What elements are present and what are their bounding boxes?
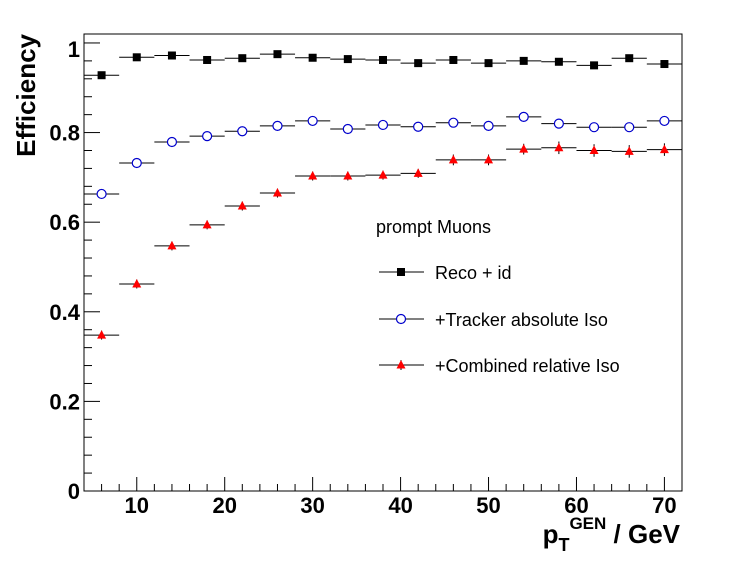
data-point [483,120,494,131]
data-point [379,55,387,64]
x-axis-title-rest: / GeV [606,519,680,549]
data-point [237,201,247,210]
x-tick-label: 70 [652,493,676,518]
data-point [96,188,107,200]
x-axis-title: pTGEN / GeV [543,514,681,555]
x-tick-label: 10 [125,493,149,518]
legend-entry: +Combined relative Iso [379,356,620,376]
legend-marker [395,313,407,325]
x-tick-label: 40 [388,493,412,518]
data-point [237,126,248,137]
data-point [308,171,318,180]
legend-label: Reco + id [435,263,512,283]
data-point [308,53,317,62]
y-tick-label: 0.2 [49,389,80,414]
data-point [203,55,212,64]
data-point [625,54,634,63]
data-point [166,136,178,148]
data-point [343,55,352,64]
legend-marker [396,360,406,369]
data-point [167,51,176,60]
series-1 [84,111,682,200]
data-point [448,117,459,128]
y-tick-label: 0.8 [49,121,80,146]
data-point [519,144,529,153]
legend-title: prompt Muons [376,217,491,237]
data-point [554,142,564,152]
data-point [377,119,389,131]
plot-frame [83,33,683,492]
data-point [519,56,528,65]
legend-label: +Combined relative Iso [435,356,620,376]
data-point [132,53,141,62]
data-point [449,55,458,64]
data-point [343,171,353,180]
y-tick-labels: 0 0.2 0.4 0.6 0.8 1 [49,37,80,504]
legend-entries: Reco + id +Tracker absolute Iso +Combined … [379,263,620,376]
data-point [484,59,493,68]
y-tick-label: 0 [68,479,80,504]
legend-label: +Tracker absolute Iso [435,310,608,330]
x-tick-label: 60 [564,493,588,518]
data-point [97,71,106,80]
data-point [132,279,142,288]
y-tick-label: 0.4 [49,300,80,325]
data-point [659,115,670,127]
x-axis-title-sub: T [558,535,569,555]
data-point [342,123,353,135]
data-point [272,188,282,197]
y-tick-label: 0.6 [49,210,80,235]
data-point [378,170,388,179]
data-point [307,115,318,127]
data-point [97,330,107,339]
data-series [84,50,682,340]
x-tick-labels: 10 20 30 40 50 60 70 [125,493,677,518]
data-point [202,219,212,229]
data-point [202,131,213,142]
data-point [553,118,564,129]
x-tick-label: 20 [212,493,236,518]
series-2 [84,141,682,340]
y-tick-label: 1 [68,37,80,62]
data-point [167,240,177,250]
data-point [659,144,669,154]
data-point [484,154,494,164]
data-point [589,145,599,154]
data-point [554,57,563,66]
data-point [238,54,247,63]
data-point [448,154,458,164]
data-point [624,146,634,155]
axis-ticks [84,42,683,492]
x-axis-title-sup: GEN [569,514,606,533]
data-point [413,168,423,177]
data-point [131,157,142,169]
data-point [624,122,635,133]
x-tick-label: 30 [300,493,324,518]
legend: prompt Muons Reco + id +Tracker absolute … [376,217,620,376]
legend-marker [397,268,405,276]
series-0 [84,50,682,80]
legend-entry: +Tracker absolute Iso [379,310,608,330]
data-point [518,111,529,122]
data-point [272,120,283,131]
x-tick-label: 50 [476,493,500,518]
data-point [590,61,599,70]
legend-entry: Reco + id [379,263,512,283]
data-point [273,50,282,59]
x-axis-title-main: p [543,519,559,549]
y-axis-title: Efficiency [11,33,41,156]
data-point [660,60,669,69]
data-point [413,121,424,132]
data-point [588,122,600,133]
data-point [414,59,423,68]
